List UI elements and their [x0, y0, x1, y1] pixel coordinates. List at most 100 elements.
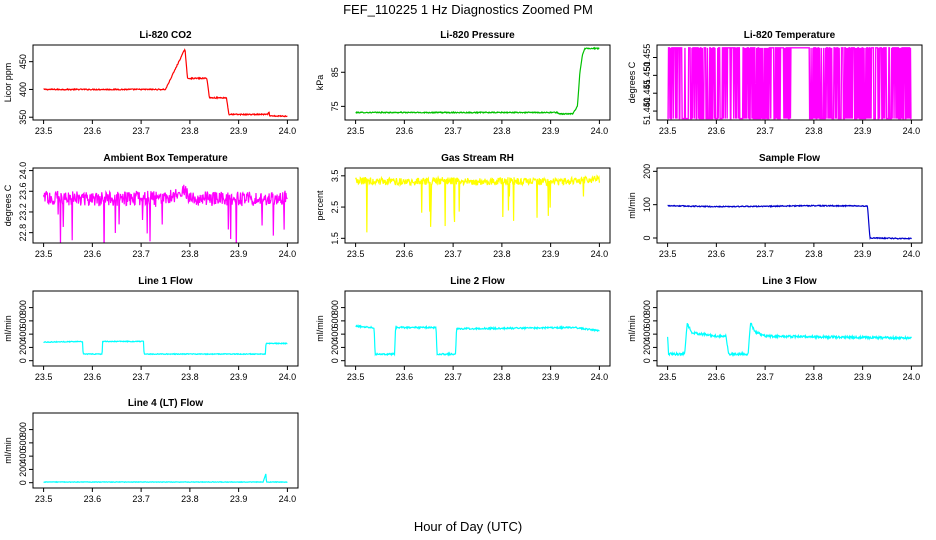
x-tick-label: 23.5	[347, 249, 365, 259]
y-axis-label: percent	[315, 190, 325, 221]
x-tick-label: 23.7	[756, 372, 774, 382]
x-tick-label: 23.9	[854, 249, 872, 259]
x-tick-label: 23.5	[659, 126, 677, 136]
panel-title: Li-820 Pressure	[440, 30, 515, 41]
plot-frame	[344, 290, 611, 367]
x-tick-label: 23.7	[132, 249, 150, 259]
series-line-pressure	[355, 46, 600, 116]
x-tick-label: 23.8	[805, 126, 823, 136]
series-line-temperature	[667, 47, 912, 120]
x-tick-label: 23.6	[84, 249, 102, 259]
y-tick-label: 400	[18, 327, 28, 342]
x-tick-label: 23.9	[854, 372, 872, 382]
y-tick-label: 24.0	[18, 162, 28, 180]
plot-frame	[344, 44, 611, 121]
y-tick-label: 400	[18, 82, 28, 97]
panel-sample: Sample Flow 23.5 23.6 23.7 23.8 23.9 24.0 0 100 2…	[627, 153, 923, 259]
y-tick-label: 0	[18, 480, 28, 485]
x-tick-label: 23.7	[444, 249, 462, 259]
series-line-rh	[355, 174, 600, 233]
y-axis-label: ml/min	[315, 315, 325, 342]
x-tick-label: 23.9	[230, 494, 248, 504]
x-tick-label: 23.6	[708, 126, 726, 136]
panels: Li-820 CO2 23.5 23.6 23.7 23.8 23.9 24.0 350 400…	[3, 30, 923, 504]
y-tick-label: 23.2	[18, 203, 28, 221]
series-line-ambient	[43, 184, 288, 243]
x-tick-label: 23.7	[756, 249, 774, 259]
x-tick-label: 23.6	[708, 372, 726, 382]
x-tick-label: 23.9	[542, 372, 560, 382]
y-axis-label: degrees C	[3, 184, 13, 226]
y-tick-label: 800	[330, 300, 340, 315]
y-tick-label: 400	[642, 327, 652, 342]
x-tick-label: 23.7	[132, 494, 150, 504]
x-tick-label: 24.0	[279, 126, 297, 136]
y-tick-label: 22.8	[18, 224, 28, 242]
panel-title: Line 3 Flow	[762, 276, 817, 287]
y-tick-label: 23.6	[18, 183, 28, 201]
y-tick-label: 800	[642, 300, 652, 315]
x-tick-label: 23.9	[542, 126, 560, 136]
plot-frame	[656, 290, 923, 367]
y-axis-label: ml/min	[627, 315, 637, 342]
x-tick-label: 23.6	[396, 126, 414, 136]
x-tick-label: 23.5	[35, 494, 53, 504]
series-line-line4	[43, 473, 288, 484]
y-axis-label: kPa	[315, 75, 325, 91]
x-tick-label: 24.0	[279, 249, 297, 259]
y-tick-label: 200	[18, 340, 28, 355]
series-line-line1	[43, 340, 288, 356]
panel-title: Line 4 (LT) Flow	[128, 398, 204, 409]
x-tick-label: 24.0	[591, 249, 609, 259]
panel-pressure: Li-820 Pressure 23.5 23.6 23.7 23.8 23.9 24.0 7…	[315, 30, 611, 136]
figure-xlabel: Hour of Day (UTC)	[414, 519, 522, 534]
y-tick-label: 85	[330, 67, 340, 77]
x-tick-label: 23.5	[659, 372, 677, 382]
x-tick-label: 23.8	[181, 494, 199, 504]
x-tick-label: 23.7	[132, 126, 150, 136]
y-axis-label: Licor ppm	[3, 63, 13, 103]
plot-frame	[656, 44, 923, 121]
x-tick-label: 23.9	[230, 249, 248, 259]
panel-line4: Line 4 (LT) Flow 23.5 23.6 23.7 23.8 23.9 24.0…	[3, 398, 299, 504]
plot-frame	[656, 167, 923, 244]
panel-line3: Line 3 Flow 23.5 23.6 23.7 23.8 23.9 24.0 0 2004…	[627, 276, 923, 382]
x-tick-label: 23.6	[396, 372, 414, 382]
panel-title: Sample Flow	[759, 153, 820, 164]
x-tick-label: 23.6	[396, 249, 414, 259]
x-tick-label: 23.9	[854, 126, 872, 136]
x-tick-label: 23.9	[230, 372, 248, 382]
x-tick-label: 23.8	[181, 126, 199, 136]
x-tick-label: 23.6	[84, 126, 102, 136]
x-tick-label: 24.0	[279, 494, 297, 504]
x-tick-label: 23.8	[181, 372, 199, 382]
x-tick-label: 24.0	[903, 126, 921, 136]
y-tick-label: 600	[18, 313, 28, 328]
series-line-line3	[667, 322, 912, 357]
panel-line1: Line 1 Flow 23.5 23.6 23.7 23.8 23.9 24.0 0 2004…	[3, 276, 299, 382]
y-tick-label: 200	[330, 340, 340, 355]
x-tick-label: 23.8	[181, 249, 199, 259]
y-tick-label: 0	[330, 358, 340, 363]
x-tick-label: 23.9	[230, 126, 248, 136]
plot-frame	[32, 44, 299, 121]
x-tick-label: 23.9	[542, 249, 560, 259]
y-axis-label: ml/min	[3, 315, 13, 342]
x-tick-label: 24.0	[279, 372, 297, 382]
y-tick-label: 3.5	[330, 170, 340, 183]
y-axis-label: degrees C	[627, 61, 637, 103]
series-line-sample	[667, 204, 912, 241]
x-tick-label: 23.6	[84, 372, 102, 382]
y-tick-label: 0	[642, 235, 652, 240]
panel-title: Ambient Box Temperature	[103, 153, 228, 164]
plot-frame	[32, 290, 299, 367]
x-tick-label: 23.5	[659, 249, 677, 259]
y-tick-label: 400	[330, 327, 340, 342]
y-tick-label: 51.445	[642, 79, 652, 107]
y-tick-label: 75	[330, 101, 340, 111]
y-tick-label: 1.5	[330, 232, 340, 245]
x-tick-label: 24.0	[903, 249, 921, 259]
x-tick-label: 23.5	[35, 249, 53, 259]
x-tick-label: 23.8	[805, 249, 823, 259]
